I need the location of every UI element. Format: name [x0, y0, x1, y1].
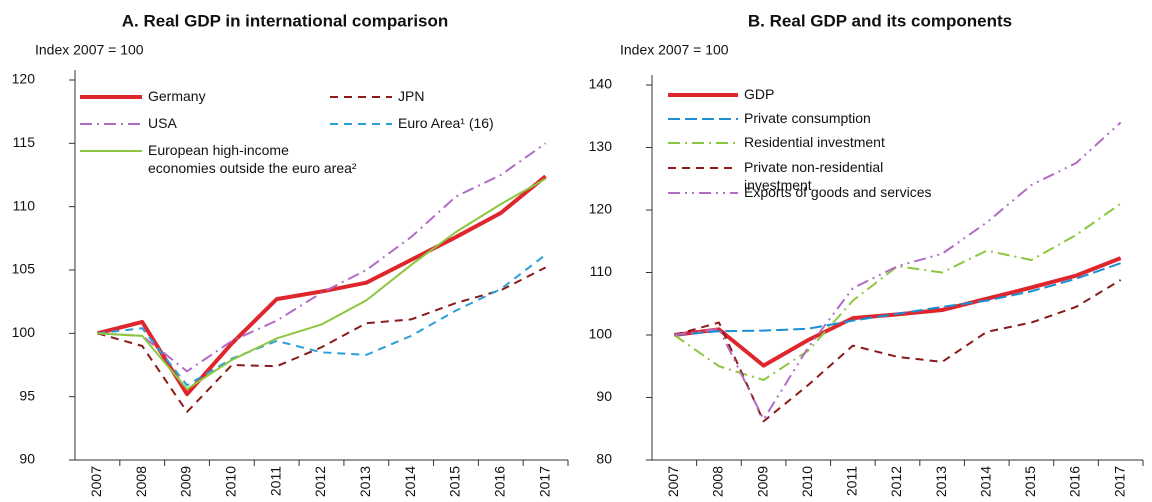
y-tick-label: 130 — [589, 138, 613, 154]
x-tick-label: 2012 — [312, 466, 328, 497]
legend-entry: Residential investment — [744, 134, 885, 150]
series-line — [673, 202, 1122, 381]
y-tick-label: 90 — [19, 451, 35, 467]
y-tick-label: 110 — [13, 197, 36, 213]
x-tick-label: 2017 — [536, 466, 552, 497]
x-tick-label: 2014 — [977, 466, 993, 497]
x-tick-label: 2013 — [933, 466, 949, 497]
x-tick-label: 2010 — [799, 466, 815, 497]
legend-label: European high-income economies outside t… — [148, 142, 357, 176]
chart-title: A. Real GDP in international comparison — [122, 11, 449, 30]
legend-label: Germany — [148, 88, 206, 104]
y-tick-label: 110 — [590, 263, 613, 279]
x-tick-label: 2009 — [754, 466, 770, 497]
y-axis-label: Index 2007 = 100 — [620, 42, 729, 58]
legend-entry: GDP — [744, 86, 775, 102]
series-line — [674, 121, 1122, 421]
legend-entry: JPN — [398, 88, 425, 104]
legend-entry: Germany — [148, 88, 206, 104]
legend-entry: Private consumption — [744, 110, 871, 126]
legend-label: GDP — [744, 86, 775, 102]
legend-label: JPN — [398, 88, 425, 104]
legend-entry: Exports of goods and services — [744, 184, 932, 200]
x-tick-label: 2008 — [710, 466, 726, 497]
x-tick-label: 2011 — [267, 466, 283, 496]
legend-entry: Private non-residential investment — [744, 159, 884, 193]
legend-label: Residential investment — [744, 134, 885, 150]
y-tick-label: 90 — [596, 388, 612, 404]
y-tick-label: 100 — [12, 324, 36, 340]
legend-label: Private non-residential investment — [744, 159, 884, 193]
x-tick-label: 2009 — [178, 466, 194, 497]
x-tick-label: 2014 — [402, 466, 418, 497]
x-tick-label: 2015 — [1022, 466, 1038, 497]
x-tick-label: 2010 — [223, 466, 239, 497]
series-line — [97, 142, 547, 373]
y-tick-label: 140 — [589, 76, 613, 92]
legend-label: Euro Area¹ (16) — [398, 115, 494, 131]
x-tick-label: 2007 — [88, 466, 104, 497]
series-line — [97, 177, 547, 391]
x-tick-label: 2017 — [1111, 466, 1127, 497]
y-tick-label: 115 — [13, 134, 36, 150]
legend-label: Private consumption — [744, 110, 871, 126]
x-tick-label: 2016 — [1067, 466, 1083, 497]
x-tick-label: 2015 — [447, 466, 463, 497]
legend-entry: USA — [148, 115, 177, 131]
legend-label: USA — [148, 115, 177, 131]
legend-label: Exports of goods and services — [744, 184, 932, 200]
y-tick-label: 120 — [589, 201, 613, 217]
legend-entry: European high-income economies outside t… — [148, 142, 357, 176]
series-line — [97, 266, 547, 413]
y-axis-label: Index 2007 = 100 — [35, 42, 144, 58]
legend-entry: Euro Area¹ (16) — [398, 115, 494, 131]
x-tick-label: 2016 — [491, 466, 507, 497]
x-tick-label: 2012 — [888, 466, 904, 497]
panel: A. Real GDP in international comparison I… — [12, 11, 569, 497]
y-tick-label: 100 — [589, 326, 613, 342]
chart-title: B. Real GDP and its components — [748, 11, 1012, 30]
series-line — [97, 254, 547, 387]
x-tick-label: 2011 — [844, 466, 860, 496]
x-tick-label: 2008 — [133, 466, 149, 497]
y-tick-label: 105 — [12, 261, 36, 277]
series-line — [674, 256, 1122, 368]
x-tick-label: 2007 — [665, 466, 681, 497]
y-tick-label: 80 — [596, 451, 612, 467]
x-tick-label: 2013 — [357, 466, 373, 497]
panel: B. Real GDP and its components Index 2007… — [589, 11, 1144, 497]
y-tick-label: 95 — [19, 387, 35, 403]
series-line — [674, 262, 1122, 336]
series-line — [674, 279, 1122, 423]
y-tick-label: 120 — [12, 71, 36, 87]
